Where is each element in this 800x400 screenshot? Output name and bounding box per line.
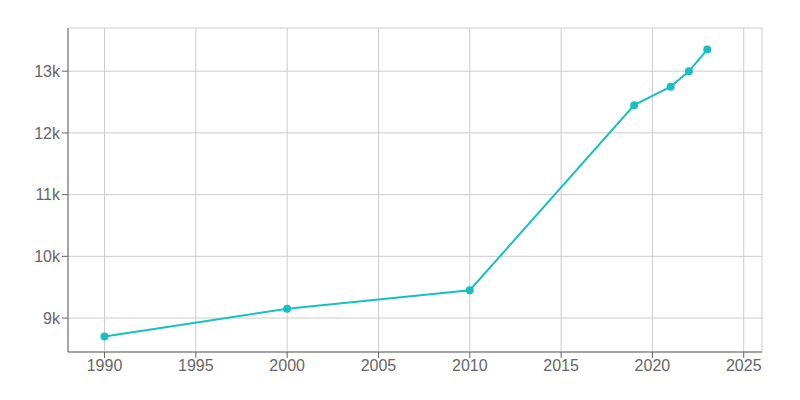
- svg-text:2005: 2005: [361, 357, 397, 374]
- svg-text:1995: 1995: [178, 357, 214, 374]
- svg-text:2015: 2015: [543, 357, 579, 374]
- svg-text:2025: 2025: [726, 357, 762, 374]
- svg-text:12k: 12k: [34, 125, 61, 142]
- svg-text:2020: 2020: [635, 357, 671, 374]
- svg-text:10k: 10k: [34, 248, 61, 265]
- svg-text:13k: 13k: [34, 63, 61, 80]
- svg-text:1990: 1990: [87, 357, 123, 374]
- svg-text:2000: 2000: [269, 357, 305, 374]
- svg-text:11k: 11k: [35, 186, 61, 203]
- svg-text:2010: 2010: [452, 357, 488, 374]
- svg-text:9k: 9k: [43, 310, 61, 327]
